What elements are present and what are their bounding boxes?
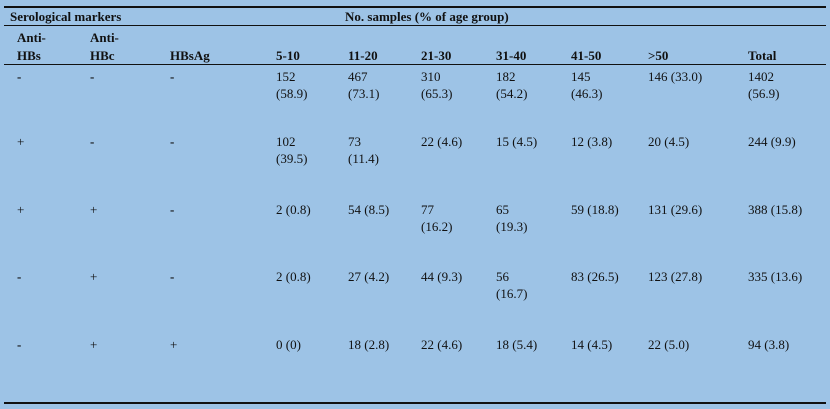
col-header-anti-hbc: HBc — [90, 48, 115, 63]
cell-r1-age-21-30: 310 — [421, 69, 441, 84]
cell-r1-age-31-40-line2: (54.2) — [496, 86, 528, 101]
cell-r5-hbsag: + — [170, 337, 178, 352]
col-header-age-over-50: >50 — [648, 48, 669, 63]
cell-r5-age-11-20: 18 (2.8) — [348, 337, 390, 352]
cell-r3-age-21-30-line2: (16.2) — [421, 219, 453, 234]
cell-r5-age-over-50: 22 (5.0) — [648, 337, 690, 352]
cell-r4-age-over-50: 123 (27.8) — [648, 269, 703, 284]
cell-r1-age-31-40: 182 — [496, 69, 516, 84]
cell-r4-age-31-40-line2: (16.7) — [496, 286, 528, 301]
cell-r1-anti-hbc: - — [90, 69, 95, 84]
col-header-total: Total — [748, 48, 777, 63]
col-header-age-21-30: 21-30 — [421, 48, 452, 63]
cell-r2-total: 244 (9.9) — [748, 134, 796, 149]
cell-r1-age-21-30-line2: (65.3) — [421, 86, 453, 101]
cell-r1-age-41-50: 145 — [571, 69, 591, 84]
cell-r4-age-21-30: 44 (9.3) — [421, 269, 463, 284]
cell-r3-total: 388 (15.8) — [748, 202, 803, 217]
cell-r2-age-11-20: 73 — [348, 134, 361, 149]
cell-r5-total: 94 (3.8) — [748, 337, 790, 352]
cell-r3-age-over-50: 131 (29.6) — [648, 202, 703, 217]
col-header-age-41-50: 41-50 — [571, 48, 602, 63]
cell-r4-age-5-10: 2 (0.8) — [276, 269, 311, 284]
cell-r1-anti-hbs: - — [17, 69, 22, 84]
cell-r2-age-over-50: 20 (4.5) — [648, 134, 690, 149]
cell-r2-age-5-10: 102 — [276, 134, 296, 149]
cell-r5-age-31-40: 18 (5.4) — [496, 337, 538, 352]
cell-r2-anti-hbs: + — [17, 134, 25, 149]
top-rule — [4, 6, 826, 8]
cell-r1-age-11-20: 467 — [348, 69, 368, 84]
col-header-anti-hbs-line1: Anti- — [17, 30, 46, 45]
bottom-rule — [4, 402, 826, 404]
col-header-hbsag: HBsAg — [170, 48, 210, 63]
cell-r4-anti-hbc: + — [90, 269, 98, 284]
cell-r2-age-31-40: 15 (4.5) — [496, 134, 538, 149]
cell-r5-age-21-30: 22 (4.6) — [421, 337, 463, 352]
cell-r2-hbsag: - — [170, 134, 175, 149]
cell-r2-age-11-20-line2: (11.4) — [348, 151, 379, 166]
cell-r1-age-41-50-line2: (46.3) — [571, 86, 603, 101]
group-header-no-samples: No. samples (% of age group) — [345, 9, 509, 24]
cell-r2-age-21-30: 22 (4.6) — [421, 134, 463, 149]
cell-r4-age-11-20: 27 (4.2) — [348, 269, 390, 284]
cell-r3-hbsag: - — [170, 202, 175, 217]
cell-r3-age-31-40: 65 — [496, 202, 509, 217]
header-rule — [4, 25, 826, 26]
cell-r3-age-11-20: 54 (8.5) — [348, 202, 390, 217]
cell-r3-age-31-40-line2: (19.3) — [496, 219, 528, 234]
cell-r2-age-41-50: 12 (3.8) — [571, 134, 613, 149]
cell-r1-age-11-20-line2: (73.1) — [348, 86, 380, 101]
cell-r3-anti-hbc: + — [90, 202, 98, 217]
cell-r1-hbsag: - — [170, 69, 175, 84]
cell-r2-age-5-10-line2: (39.5) — [276, 151, 308, 166]
col-header-age-5-10: 5-10 — [276, 48, 300, 63]
cell-r5-age-5-10: 0 (0) — [276, 337, 301, 352]
col-header-age-31-40: 31-40 — [496, 48, 527, 63]
cell-r3-age-21-30: 77 — [421, 202, 434, 217]
cell-r3-anti-hbs: + — [17, 202, 25, 217]
cell-r5-anti-hbs: - — [17, 337, 22, 352]
cell-r5-age-41-50: 14 (4.5) — [571, 337, 613, 352]
cell-r3-age-5-10: 2 (0.8) — [276, 202, 311, 217]
col-header-age-11-20: 11-20 — [348, 48, 378, 63]
cell-r1-age-5-10-line2: (58.9) — [276, 86, 308, 101]
cell-r3-age-41-50: 59 (18.8) — [571, 202, 619, 217]
cell-r2-anti-hbc: - — [90, 134, 95, 149]
cell-r1-total: 1402 — [748, 69, 774, 84]
cell-r1-age-over-50: 146 (33.0) — [648, 69, 703, 84]
cell-r5-anti-hbc: + — [90, 337, 98, 352]
col-header-anti-hbc-line1: Anti- — [90, 30, 119, 45]
cell-r4-age-41-50: 83 (26.5) — [571, 269, 619, 284]
cell-r4-total: 335 (13.6) — [748, 269, 803, 284]
cell-r4-hbsag: - — [170, 269, 175, 284]
column-header-rule — [4, 64, 826, 65]
cell-r4-anti-hbs: - — [17, 269, 22, 284]
cell-r4-age-31-40: 56 — [496, 269, 509, 284]
cell-r1-age-5-10: 152 — [276, 69, 296, 84]
cell-r1-total-line2: (56.9) — [748, 86, 780, 101]
group-header-serological-markers: Serological markers — [10, 9, 122, 24]
col-header-anti-hbs: HBs — [17, 48, 41, 63]
